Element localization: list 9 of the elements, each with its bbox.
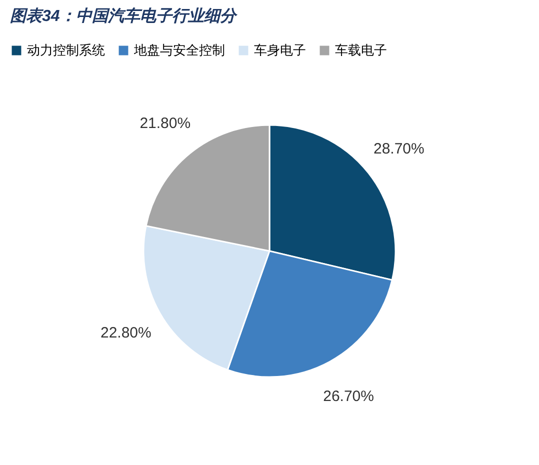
- data-label: 22.80%: [100, 324, 152, 342]
- data-label: 21.80%: [140, 115, 191, 132]
- data-label: 28.70%: [373, 140, 424, 158]
- data-label: 26.70%: [323, 388, 374, 405]
- chart-title: 图表34：中国汽车电子行业细分: [10, 7, 238, 25]
- legend-label: 动力控制系统: [27, 42, 105, 58]
- legend-label: 车载电子: [335, 42, 387, 58]
- legend-label: 车身电子: [254, 42, 306, 58]
- legend-label: 地盘与安全控制: [133, 42, 225, 58]
